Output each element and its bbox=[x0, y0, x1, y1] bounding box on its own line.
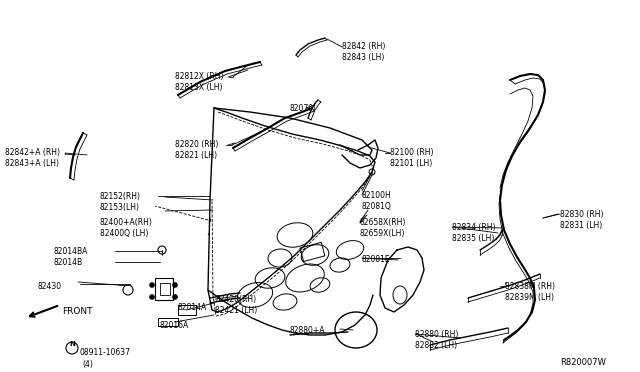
Circle shape bbox=[173, 295, 177, 299]
Text: 82842 (RH): 82842 (RH) bbox=[342, 42, 385, 51]
Text: 82014A: 82014A bbox=[178, 303, 207, 312]
Text: 82842+A (RH): 82842+A (RH) bbox=[5, 148, 60, 157]
Text: 82014BA: 82014BA bbox=[53, 247, 88, 256]
Text: 82081Q: 82081Q bbox=[362, 202, 392, 211]
Text: 82400+A(RH): 82400+A(RH) bbox=[100, 218, 153, 227]
Bar bbox=[160, 283, 170, 295]
Text: FRONT: FRONT bbox=[62, 307, 93, 316]
Text: 82658X(RH): 82658X(RH) bbox=[360, 218, 406, 227]
Text: 82820 (RH): 82820 (RH) bbox=[175, 140, 218, 149]
Text: 82421 (LH): 82421 (LH) bbox=[215, 306, 257, 315]
Circle shape bbox=[150, 282, 154, 288]
Text: (4): (4) bbox=[82, 360, 93, 369]
Text: 82812X (RH): 82812X (RH) bbox=[175, 72, 223, 81]
Text: 82400Q (LH): 82400Q (LH) bbox=[100, 229, 148, 238]
Bar bbox=[155, 278, 173, 300]
Text: 82838M (RH): 82838M (RH) bbox=[505, 282, 555, 291]
Text: 82880+A: 82880+A bbox=[290, 326, 326, 335]
Text: 82835 (LH): 82835 (LH) bbox=[452, 234, 494, 243]
Text: 82821 (LH): 82821 (LH) bbox=[175, 151, 217, 160]
Text: 82016A: 82016A bbox=[160, 321, 189, 330]
Text: 82882 (LH): 82882 (LH) bbox=[415, 341, 457, 350]
Text: 82880 (RH): 82880 (RH) bbox=[415, 330, 458, 339]
Text: 82101 (LH): 82101 (LH) bbox=[390, 159, 432, 168]
Circle shape bbox=[150, 295, 154, 299]
Text: 82081E: 82081E bbox=[362, 255, 390, 264]
Text: 82839M (LH): 82839M (LH) bbox=[505, 293, 554, 302]
Text: 82830 (RH): 82830 (RH) bbox=[560, 210, 604, 219]
Text: N: N bbox=[69, 341, 75, 347]
Text: 82153(LH): 82153(LH) bbox=[100, 203, 140, 212]
Text: 82659X(LH): 82659X(LH) bbox=[360, 229, 405, 238]
Text: 82831 (LH): 82831 (LH) bbox=[560, 221, 602, 230]
Text: 08911-10637: 08911-10637 bbox=[80, 348, 131, 357]
Circle shape bbox=[173, 282, 177, 288]
Text: 82843 (LH): 82843 (LH) bbox=[342, 53, 385, 62]
Text: 82100H: 82100H bbox=[362, 191, 392, 200]
Text: 82843+A (LH): 82843+A (LH) bbox=[5, 159, 59, 168]
Bar bbox=[158, 318, 178, 326]
Text: 82014B: 82014B bbox=[53, 258, 82, 267]
Text: 82152(RH): 82152(RH) bbox=[100, 192, 141, 201]
Text: 82813X (LH): 82813X (LH) bbox=[175, 83, 223, 92]
Bar bbox=[300, 242, 325, 262]
Text: 82420(RH): 82420(RH) bbox=[215, 295, 256, 304]
Text: 82834 (RH): 82834 (RH) bbox=[452, 223, 495, 232]
Text: R820007W: R820007W bbox=[560, 358, 606, 367]
Text: 82100 (RH): 82100 (RH) bbox=[390, 148, 433, 157]
Text: 82070I: 82070I bbox=[290, 104, 316, 113]
Bar bbox=[178, 305, 196, 315]
Text: 82430: 82430 bbox=[38, 282, 62, 291]
